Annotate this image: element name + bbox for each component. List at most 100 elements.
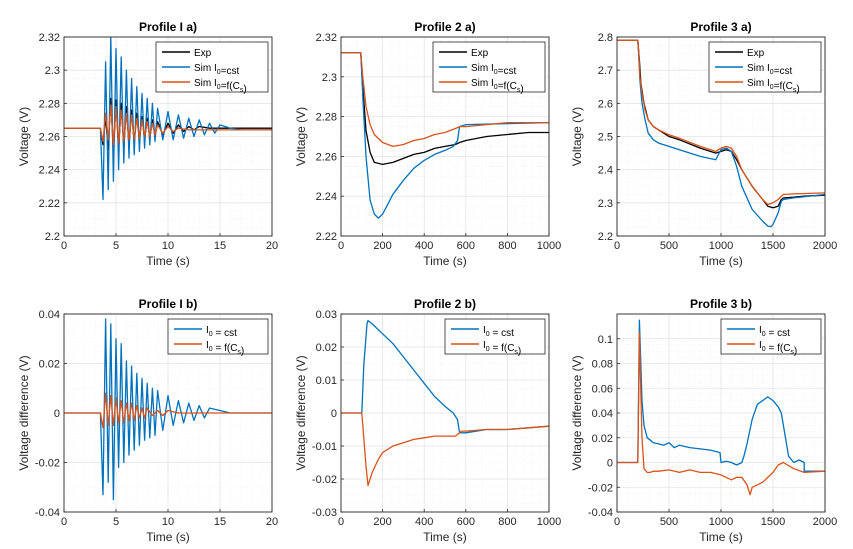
y-axis-label: Voltage difference (V): [294, 355, 308, 470]
legend-label: Sim I0=cst: [194, 63, 240, 77]
x-tick-label: 1500: [761, 516, 785, 528]
y-tick-label: 0.04: [592, 408, 613, 420]
y-axis-label: Voltage (V): [294, 107, 308, 166]
y-tick-label: 0.04: [39, 309, 60, 321]
y-tick-label: -0.02: [312, 474, 337, 486]
y-tick-label: 2.8: [598, 32, 613, 44]
chart-title: Profile 3 b): [690, 297, 752, 311]
x-axis-label: Time (s): [146, 254, 190, 268]
series-line-i0-cst: [341, 319, 549, 434]
x-tick-label: 1500: [761, 240, 785, 252]
x-tick-label: 0: [338, 240, 344, 252]
y-tick-label: 2.24: [39, 165, 60, 177]
chart-title: Profile 3 a): [690, 20, 751, 34]
legend-label: I0 = f(Cs): [759, 340, 797, 357]
y-tick-label: 0.02: [592, 433, 613, 445]
y-tick-label: -0.04: [588, 507, 613, 519]
y-axis-label: Voltage difference (V): [17, 355, 31, 470]
legend-box: [444, 318, 546, 355]
series-line-sim-i0-f-cs: [341, 52, 549, 148]
x-tick-label: 500: [660, 516, 678, 528]
y-tick-label: 0.02: [316, 342, 337, 354]
legend-label: Sim I0=f(Cs): [471, 78, 524, 95]
x-axis-label: Time (s): [423, 254, 467, 268]
y-tick-label: 2.7: [598, 65, 613, 77]
axes-frame: [63, 36, 273, 237]
y-tick-label: -0.02: [588, 482, 613, 494]
legend-label: I0 = f(Cs): [206, 340, 244, 357]
legend-label: I0 = cst: [759, 325, 790, 339]
y-tick-label: 0: [54, 408, 60, 420]
chart-title: Profile 2 a): [414, 20, 475, 34]
x-tick-label: 800: [498, 516, 516, 528]
y-tick-label: 2.22: [316, 231, 337, 243]
y-axis-label: Voltage (V): [570, 107, 584, 166]
legend-label: Exp: [194, 48, 212, 59]
x-tick-label: 15: [214, 240, 226, 252]
series-line-i0-cst: [64, 318, 272, 501]
y-tick-label: 2.32: [316, 32, 337, 44]
x-tick-label: 1000: [537, 240, 561, 252]
series-line-sim-i0-cst: [617, 39, 825, 228]
y-tick-label: 2.6: [598, 98, 613, 110]
legend-label: I0 = cst: [483, 325, 514, 339]
x-axis-label: Time (s): [146, 530, 190, 544]
axes-frame: [340, 36, 550, 237]
x-tick-label: 1000: [537, 516, 561, 528]
chart-title: Profile I a): [139, 20, 197, 34]
x-tick-label: 0: [338, 516, 344, 528]
x-tick-label: 400: [415, 240, 433, 252]
y-tick-label: -0.02: [35, 458, 60, 470]
y-tick-label: -0.01: [312, 441, 337, 453]
y-axis-label: Voltage difference (V): [570, 355, 584, 470]
series-line-i0-f-cs: [617, 331, 825, 496]
legend-label: Exp: [471, 48, 489, 59]
chart-profile-i-a: 0 5 10 15 20 2.2 2.22 2.24 2.26 2.28 2.3 2.32 Profil…: [17, 20, 278, 268]
y-tick-label: 0: [331, 408, 337, 420]
chart-profile-i-b: 0 5 10 15 20 -0.04 -0.02 0 0.02 0.04 Profile I b) T…: [17, 297, 278, 544]
series-line-i0-f-cs: [341, 412, 549, 487]
x-tick-label: 5: [113, 516, 119, 528]
x-tick-label: 0: [614, 240, 620, 252]
x-tick-label: 200: [373, 240, 391, 252]
y-tick-label: 0.08: [592, 359, 613, 371]
x-tick-label: 15: [214, 516, 226, 528]
chart-profile-2-b: 0 200 400 600 800 1000 -0.03 -0.02 -0.01 0 0.01 0.0…: [294, 297, 561, 544]
legend-box: [167, 318, 269, 355]
x-tick-label: 5: [113, 240, 119, 252]
x-tick-label: 20: [266, 516, 278, 528]
x-tick-label: 0: [61, 516, 67, 528]
axes-frame: [616, 36, 826, 237]
x-tick-label: 800: [498, 240, 516, 252]
x-tick-label: 1000: [709, 240, 733, 252]
legend-label: Sim I0=f(Cs): [747, 78, 800, 95]
chart-profile-2-a: 0 200 400 600 800 1000 2.22 2.24 2.26 2.28 2.3 2.32…: [294, 20, 561, 268]
y-tick-label: 2.28: [39, 98, 60, 110]
y-tick-label: 0.01: [316, 375, 337, 387]
x-tick-label: 0: [614, 516, 620, 528]
y-tick-label: 2.22: [39, 198, 60, 210]
y-tick-label: 0.02: [39, 359, 60, 371]
y-tick-label: 2.5: [598, 132, 613, 144]
series-line-sim-i0-f-cs: [64, 104, 272, 146]
series-line-sim-i0-cst: [341, 52, 549, 219]
axes-frame: [616, 313, 826, 513]
legend-label: Sim I0=cst: [471, 63, 517, 77]
x-tick-label: 500: [660, 240, 678, 252]
y-tick-label: -0.03: [312, 507, 337, 519]
x-axis-label: Time (s): [699, 530, 743, 544]
x-tick-label: 600: [457, 240, 475, 252]
y-tick-label: 2.2: [45, 231, 60, 243]
y-tick-label: 0.06: [592, 383, 613, 395]
legend-box: [720, 318, 822, 355]
y-tick-label: 2.4: [598, 165, 613, 177]
y-tick-label: 2.28: [316, 112, 337, 124]
x-tick-label: 400: [415, 516, 433, 528]
